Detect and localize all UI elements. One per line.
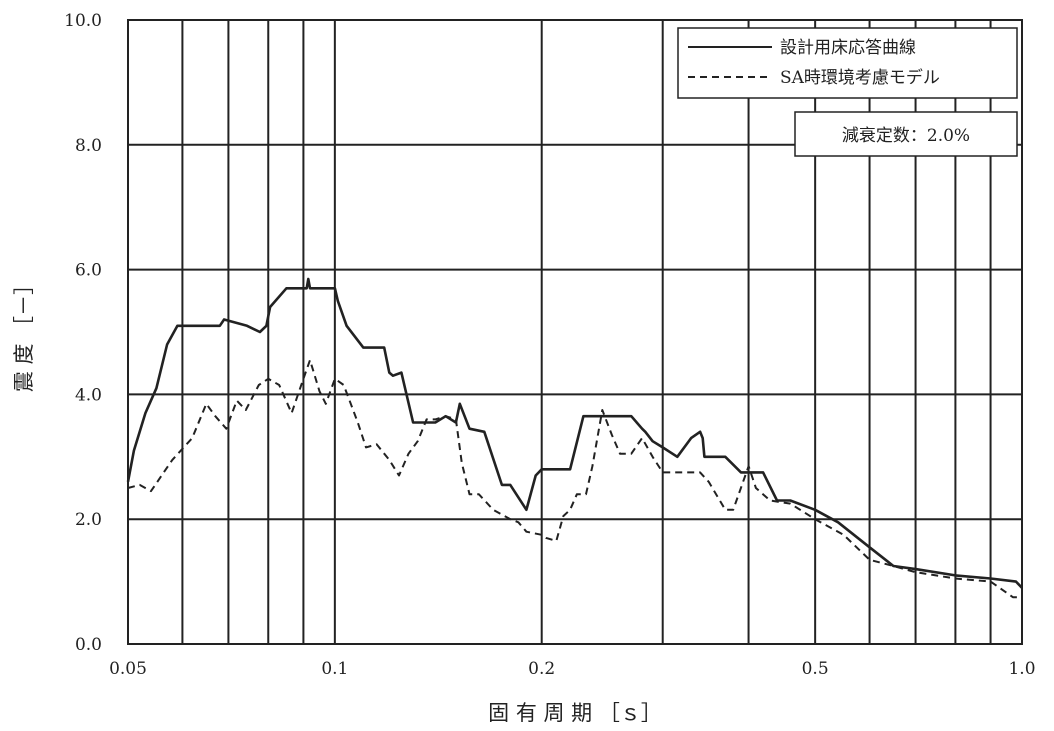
damping-annotation-box	[794, 111, 1018, 157]
damping-annotation: 減衰定数：2.0%	[794, 111, 1018, 157]
y-tick-labels: 0.0 2.0 4.0 6.0 8.0 10.0	[64, 11, 102, 655]
legend-box	[677, 27, 1018, 99]
x-tick-label: 0.5	[802, 659, 829, 679]
y-tick-label: 6.0	[75, 261, 102, 281]
legend: 設計用床応答曲線 SA時環境考慮モデル	[677, 27, 1018, 99]
plot-frame	[127, 19, 1023, 645]
plot-area-border	[127, 19, 1023, 645]
series-layer	[126, 277, 1023, 599]
damping-annotation-text: 減衰定数：2.0%	[842, 126, 970, 146]
series-line-sa-model	[127, 359, 1022, 599]
x-tick-label: 1.0	[1008, 659, 1035, 679]
series-line-design-spectrum	[126, 277, 1023, 589]
y-tick-label: 10.0	[64, 11, 102, 31]
legend-entry-sa-model: SA時環境考慮モデル	[780, 67, 940, 88]
x-tick-label: 0.2	[528, 659, 555, 679]
legend-entry-design-spectrum: 設計用床応答曲線	[780, 38, 916, 58]
x-tick-label: 0.05	[109, 659, 147, 679]
y-axis-label: 震 度 ［－］	[12, 274, 36, 392]
x-tick-labels: 0.05 0.1 0.2 0.5 1.0	[109, 659, 1035, 679]
x-axis-label: 固 有 周 期 ［ｓ］	[488, 701, 662, 725]
y-tick-label: 0.0	[75, 635, 102, 655]
y-tick-label: 4.0	[75, 385, 102, 405]
x-tick-label: 0.1	[321, 659, 348, 679]
y-tick-label: 2.0	[75, 510, 102, 530]
y-tick-label: 8.0	[75, 136, 102, 156]
